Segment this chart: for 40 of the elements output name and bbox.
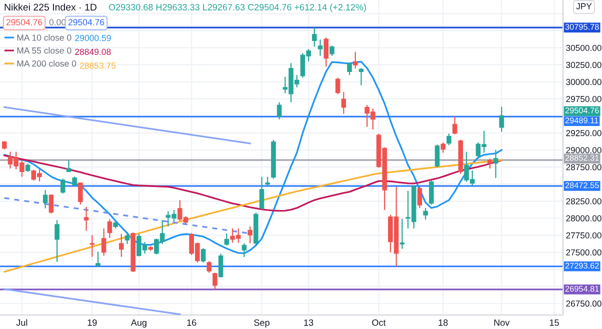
text: 29504.76 <box>565 108 599 114</box>
ref-line-label: 27293.62 <box>565 262 599 269</box>
x-tick-label: 16 <box>187 319 196 326</box>
annotation: 29504.76 <box>6 19 42 26</box>
legend-label: MA 55 close 0 <box>17 47 72 54</box>
y-tick-label: 29000.00 <box>566 147 602 154</box>
annotation: 29000.59 <box>75 34 111 42</box>
ref-line-label: 29489.11 <box>565 118 598 124</box>
ref-line-label: 28472.55 <box>565 182 599 188</box>
y-tick-label: 28750.00 <box>566 164 602 170</box>
legend-label: MA 200 close 0 <box>17 60 76 67</box>
y-tick-label: 29250.00 <box>566 130 602 136</box>
y-tick-label: 30500.00 <box>566 44 602 51</box>
y-tick-label: 30000.00 <box>566 78 602 86</box>
x-tick-label: Oct <box>372 319 386 326</box>
y-tick-label: 28250.00 <box>566 198 602 204</box>
y-tick-label: 27750.00 <box>566 232 602 238</box>
x-tick-label: Aug <box>130 320 146 328</box>
x-tick-label: 18 <box>438 319 448 326</box>
annotation: O29330.68 H29633.33 L29267.63 C29504.76 +612.14 (+2.12%) <box>108 4 366 12</box>
annotation: 28853.75 <box>80 62 116 69</box>
y-tick-label: 28000.00 <box>566 215 602 222</box>
ref-line-label: 28852.31 <box>565 154 599 161</box>
legend-label: MA 10 close 0 <box>17 34 72 41</box>
x-tick-label: 19 <box>88 319 97 326</box>
ref-line-label: 30795.78 <box>565 24 599 30</box>
y-tick-label: 27500.00 <box>566 249 602 256</box>
x-tick-label: 13 <box>304 319 314 326</box>
y-tick-label: 29750.00 <box>566 96 602 102</box>
y-tick-label: 26750.00 <box>566 300 602 307</box>
x-tick-label: 15 <box>550 320 559 326</box>
chart-title: Nikkei 225 Index · 1D <box>4 3 96 11</box>
y-tick-label: 30250.00 <box>566 62 602 68</box>
x-tick-label: Sep <box>254 319 270 328</box>
y-axis-title: JPY <box>576 3 592 10</box>
x-tick-label: Nov <box>494 320 510 326</box>
annotation: 29504.76 <box>68 19 104 26</box>
x-tick-label: Jul <box>16 319 28 326</box>
ref-line-label: 26954.81 <box>565 286 599 292</box>
annotation: 28849.08 <box>75 48 111 55</box>
